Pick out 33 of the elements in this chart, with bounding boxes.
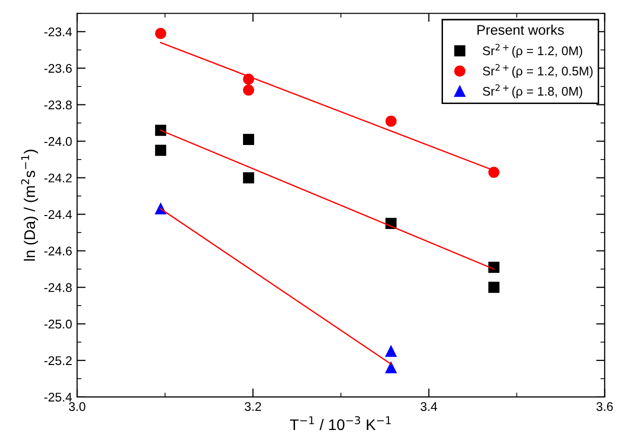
y-tick-label: -23.6: [44, 64, 72, 73]
y-tick-label: -24.2: [44, 174, 72, 182]
point: [488, 166, 500, 178]
legend-label: Sr$^{2+}$(ρ = 1.8, 0M): [482, 84, 582, 98]
point: [155, 28, 166, 40]
y-tick-label: -24.8: [44, 283, 72, 292]
legend-label: Sr$^{2+}$(ρ = 1.2, 0.5M): [482, 64, 593, 78]
x-tick-label: 3.0: [68, 402, 86, 411]
y-tick-label: -23.4: [44, 27, 72, 36]
y-tick-label: -25.2: [44, 356, 72, 366]
point: [243, 84, 254, 96]
y-tick-label: -24.6: [44, 246, 72, 256]
legend-label: Sr$^{2+}$(ρ = 1.2, 0M): [482, 44, 582, 58]
y-tick-label: -23.8: [44, 100, 72, 110]
y-tick-label: -25.4: [44, 392, 72, 402]
y-tick-label: -24.0: [44, 137, 72, 146]
point: [385, 116, 397, 127]
point: [155, 144, 166, 156]
x-axis-title: T$^{−1}$ / 10$^{−3}$ K$^{−1}$: [290, 416, 391, 430]
x-tick-label: 3.6: [596, 402, 613, 411]
y-axis-title: ln (Da) / (m$^{2}$s$^{−1}$): [21, 150, 38, 261]
point: [155, 124, 166, 136]
point: [243, 172, 254, 184]
point: [385, 346, 397, 357]
y-tick-label: -25.0: [44, 320, 72, 329]
x-tick-label: 3.2: [244, 402, 262, 411]
point: [488, 282, 500, 293]
x-tick-label: 3.4: [420, 402, 438, 411]
y-tick-label: -24.4: [44, 210, 72, 219]
point: [488, 262, 500, 273]
legend-title: Present works: [477, 24, 564, 35]
point: [243, 134, 254, 145]
point: [385, 362, 397, 374]
